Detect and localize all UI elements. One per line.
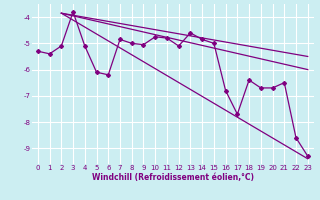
X-axis label: Windchill (Refroidissement éolien,°C): Windchill (Refroidissement éolien,°C) xyxy=(92,173,254,182)
